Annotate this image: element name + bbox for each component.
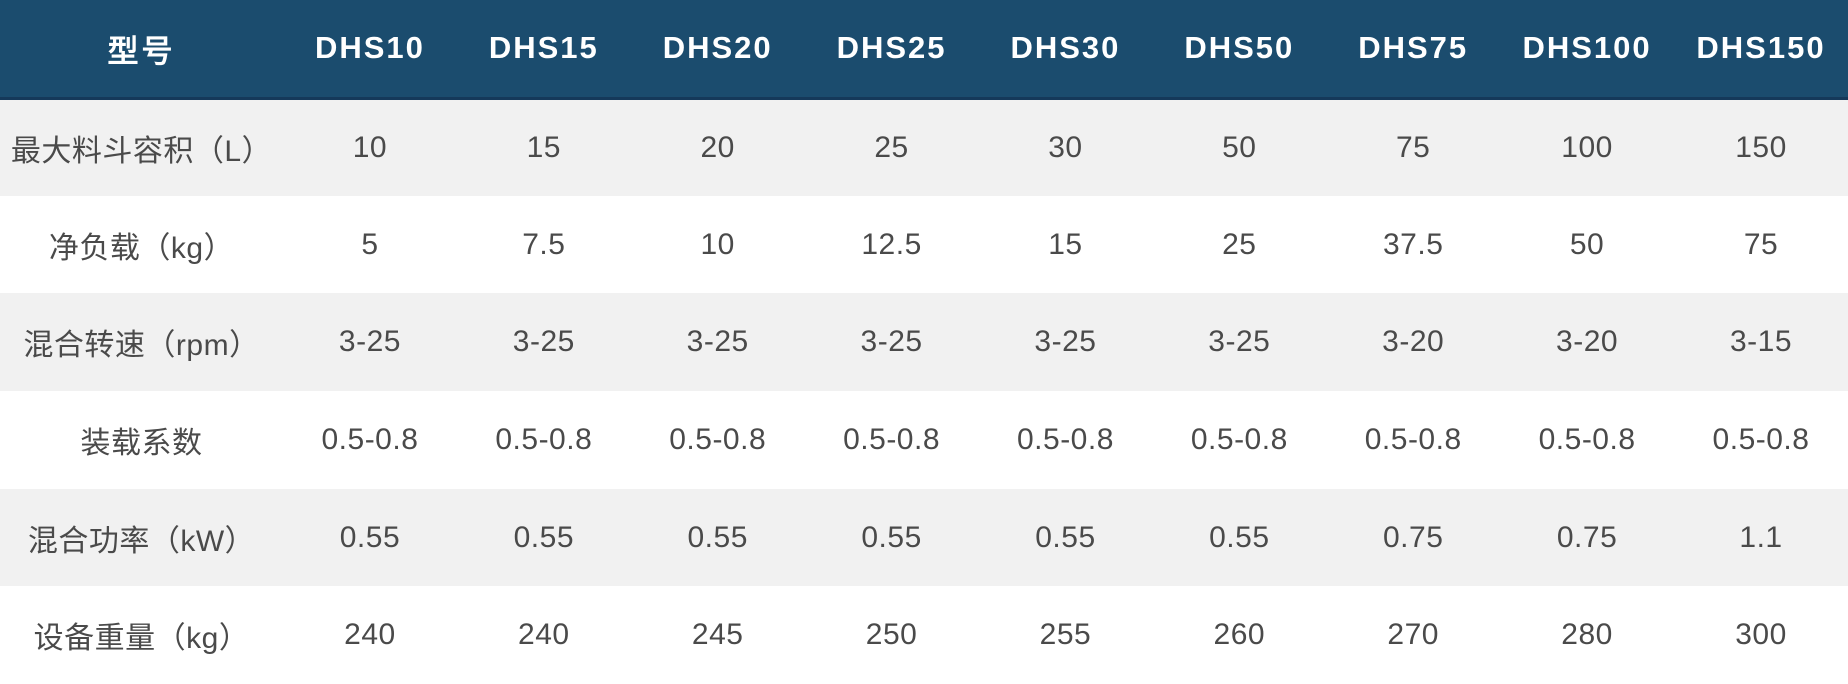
table-cell: 3-25 xyxy=(686,325,749,359)
row-label: 净负载（kg） xyxy=(48,231,235,265)
table-cell: 25 xyxy=(1222,227,1257,261)
header-col-dhs150: DHS150 xyxy=(1674,0,1848,100)
table-cell: 3-20 xyxy=(1556,325,1619,359)
table-cell: 50 xyxy=(1222,130,1257,164)
table-cell: 10 xyxy=(352,130,388,164)
row-label: 设备重量（kg） xyxy=(33,622,250,656)
table-cell: 0.75 xyxy=(1556,520,1618,554)
table-cell: 0.5-0.8 xyxy=(1364,422,1462,456)
row-label: 混合转速（rpm） xyxy=(23,329,260,363)
table-cell: 75 xyxy=(1396,130,1431,164)
table-row: 装载系数 0.5-0.8 0.5-0.8 0.5-0.8 0.5-0.8 0.5-0.8 0… xyxy=(0,391,1848,489)
table-cell: 255 xyxy=(1039,618,1092,652)
table-cell: 0.5-0.8 xyxy=(1712,422,1810,456)
table-cell: 280 xyxy=(1561,618,1613,652)
table-cell: 0.55 xyxy=(1209,520,1270,554)
table-cell: 260 xyxy=(1213,618,1266,652)
table-cell: 3-20 xyxy=(1382,325,1445,359)
table-cell: 100 xyxy=(1561,130,1613,164)
table-cell: 0.75 xyxy=(1382,520,1444,554)
table-cell: 10 xyxy=(700,227,735,261)
header-col-dhs50: DHS50 xyxy=(1152,0,1327,100)
table-cell: 30 xyxy=(1048,130,1083,164)
table-cell: 0.5-0.8 xyxy=(495,422,593,456)
header-col-dhs25: DHS25 xyxy=(804,0,979,100)
table-cell: 0.5-0.8 xyxy=(843,422,941,456)
table-cell: 0.5-0.8 xyxy=(321,422,419,456)
table-cell: 0.55 xyxy=(1035,520,1096,554)
table-cell: 50 xyxy=(1569,227,1605,261)
table-cell: 1.1 xyxy=(1739,520,1783,554)
table-row: 混合转速（rpm） 3-25 3-25 3-25 3-25 3-25 3-25 3-20 3-2… xyxy=(0,293,1848,392)
table-cell: 15 xyxy=(526,130,561,164)
table-cell: 3-25 xyxy=(1034,325,1097,359)
table-cell: 270 xyxy=(1387,618,1439,652)
table-cell: 3-25 xyxy=(512,325,575,359)
table-cell: 300 xyxy=(1735,618,1787,652)
table-cell: 240 xyxy=(344,618,396,652)
table-cell: 0.5-0.8 xyxy=(1016,422,1114,456)
header-col-dhs75: DHS75 xyxy=(1326,0,1501,100)
table-cell: 5 xyxy=(361,227,379,261)
header-col-dhs100: DHS100 xyxy=(1500,0,1674,100)
spec-table-header-row: 型号 DHS10 DHS15 DHS20 DHS25 DHS30 DHS50 DHS75 DHS… xyxy=(0,0,1848,100)
table-row: 混合功率（kW） 0.55 0.55 0.55 0.55 0.55 0.55 0.75 0.75… xyxy=(0,488,1848,587)
table-cell: 3-15 xyxy=(1729,325,1793,359)
table-cell: 245 xyxy=(691,618,744,652)
table-cell: 250 xyxy=(865,618,918,652)
table-cell: 75 xyxy=(1743,227,1779,261)
table-row: 设备重量（kg） 240 240 245 250 255 260 270 280 300 xyxy=(0,586,1848,684)
table-cell: 0.55 xyxy=(513,520,574,554)
table-cell: 3-25 xyxy=(1208,325,1271,359)
header-model-label: 型号 xyxy=(0,0,283,100)
table-cell: 37.5 xyxy=(1382,227,1444,261)
row-label: 装载系数 xyxy=(80,426,203,460)
table-cell: 0.55 xyxy=(687,520,748,554)
table-cell: 0.5-0.8 xyxy=(1190,422,1288,456)
table-cell: 240 xyxy=(518,618,570,652)
header-col-dhs10: DHS10 xyxy=(283,0,457,100)
table-cell: 7.5 xyxy=(522,227,566,261)
table-cell: 0.5-0.8 xyxy=(1538,422,1636,456)
row-label: 混合功率（kW） xyxy=(27,524,256,558)
header-col-dhs15: DHS15 xyxy=(456,0,631,100)
table-cell: 3-25 xyxy=(338,325,401,359)
table-cell: 150 xyxy=(1735,130,1787,164)
table-cell: 0.55 xyxy=(861,520,922,554)
table-cell: 25 xyxy=(874,130,909,164)
table-cell: 20 xyxy=(700,130,735,164)
table-cell: 3-25 xyxy=(860,325,923,359)
table-cell: 15 xyxy=(1048,227,1083,261)
row-label: 最大料斗容积（L） xyxy=(10,134,273,168)
table-cell: 0.5-0.8 xyxy=(669,422,767,456)
table-row: 最大料斗容积（L） 10 15 20 25 30 50 75 100 150 xyxy=(0,98,1848,196)
table-cell: 0.55 xyxy=(339,520,401,554)
header-col-dhs20: DHS20 xyxy=(630,0,805,100)
header-col-dhs30: DHS30 xyxy=(978,0,1153,100)
table-row: 净负载（kg） 5 7.5 10 12.5 15 25 37.5 50 75 xyxy=(0,195,1848,294)
table-cell: 12.5 xyxy=(861,227,922,261)
